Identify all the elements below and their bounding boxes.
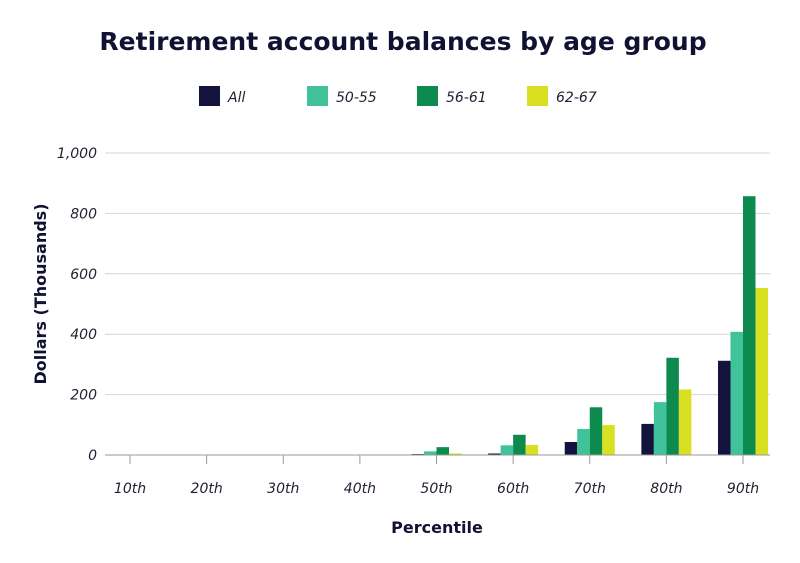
legend-label: All: [227, 90, 245, 106]
bar-56-61-80th: [666, 357, 679, 455]
y-axis-label: Dollars (Thousands): [31, 203, 50, 384]
bar-56-61-70th: [589, 407, 603, 455]
gridlines: [105, 152, 770, 396]
x-tick-label: 30th: [267, 481, 299, 497]
legend-swatch-All: [199, 86, 220, 106]
bar-62-67-80th: [678, 389, 692, 455]
legend-label: 62-67: [556, 90, 597, 106]
legend-swatch-62-67: [527, 86, 548, 106]
bar-56-61-50th: [436, 447, 449, 455]
legend-swatch-56-61: [417, 86, 438, 106]
bar-62-67-60th: [525, 445, 539, 455]
bar-62-67-90th: [755, 287, 768, 455]
bar-62-67-70th: [602, 425, 615, 455]
x-tick-label: 90th: [727, 481, 759, 497]
x-tick-label: 80th: [650, 481, 682, 497]
bar-62-67-50th: [449, 453, 462, 455]
y-tick-label: 200: [70, 388, 97, 404]
bar-All-90th: [718, 360, 731, 455]
chart-title: Retirement account balances by age group: [99, 27, 706, 56]
x-tick-label: 40th: [344, 481, 376, 497]
bar-50-55-50th: [424, 451, 437, 455]
y-tick-label: 600: [70, 267, 97, 283]
bars: [411, 196, 768, 455]
x-tick-label: 60th: [497, 481, 529, 497]
legend-label: 56-61: [446, 90, 487, 106]
y-tick-label: 1,000: [57, 146, 97, 162]
x-tick-label: 50th: [420, 481, 452, 497]
bar-50-55-80th: [653, 402, 667, 455]
bar-All-80th: [641, 423, 654, 455]
x-tick-label: 70th: [574, 481, 606, 497]
bar-56-61-60th: [513, 434, 526, 455]
bar-All-70th: [564, 442, 578, 455]
x-axis-label: Percentile: [391, 518, 483, 537]
y-axis-ticks: 0 200 400 600 800 1,000: [57, 146, 97, 464]
bar-50-55-60th: [500, 445, 514, 455]
x-axis-ticks: 10th 20th 30th 40th 50th 60th 70th 80th 90th: [114, 481, 759, 497]
bar-All-60th: [488, 453, 501, 455]
x-axis: [105, 454, 770, 464]
x-tick-label: 20th: [191, 481, 223, 497]
bar-50-55-90th: [730, 331, 743, 455]
bar-56-61-90th: [743, 196, 756, 455]
legend: All 50-55 56-61 62-67: [199, 86, 597, 106]
y-tick-label: 800: [70, 206, 97, 222]
legend-swatch-50-55: [307, 86, 328, 106]
y-tick-label: 0: [88, 448, 97, 464]
x-tick-label: 10th: [114, 481, 146, 497]
legend-label: 50-55: [336, 90, 377, 106]
y-tick-label: 400: [70, 327, 97, 343]
bar-50-55-70th: [577, 429, 590, 455]
